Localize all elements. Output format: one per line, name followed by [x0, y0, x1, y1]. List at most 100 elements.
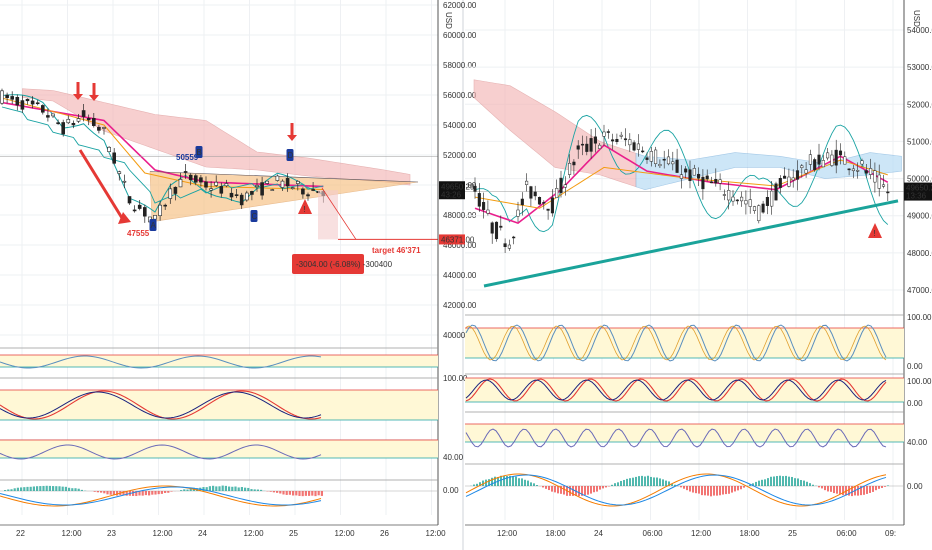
macd-bar [878, 486, 880, 489]
low-label: 47555 [127, 229, 150, 238]
candle-body [122, 180, 127, 183]
candle-body [81, 110, 86, 117]
macd-bar [557, 486, 559, 494]
time-tick: 12:00 [244, 529, 265, 538]
candle-body [851, 168, 855, 172]
time-tick: 06:00 [837, 529, 858, 538]
macd-bar [737, 486, 739, 491]
macd-bar [728, 486, 730, 494]
macd-bar [218, 486, 221, 491]
macd-bar [301, 491, 304, 497]
macd-bar [282, 491, 285, 495]
wave-point-marker [195, 146, 203, 158]
macd-bar [743, 486, 745, 488]
candle-body [285, 178, 290, 187]
candle-body [778, 178, 782, 188]
candle-body [787, 176, 791, 187]
macd-line [0, 485, 322, 507]
price-tick: 47000.00 [907, 286, 932, 295]
macd-bar [298, 491, 301, 496]
macd-bar [135, 491, 138, 497]
macd-bar [157, 491, 160, 495]
candle-body [163, 204, 167, 207]
macd-bar [180, 490, 183, 491]
macd-bar [148, 491, 151, 496]
macd-bar [659, 478, 661, 486]
candle-body [30, 100, 35, 105]
macd-bar [208, 486, 211, 491]
macd-bar [656, 477, 658, 486]
candle-body [245, 192, 249, 201]
macd-bar [806, 481, 808, 486]
time-tick: 18:00 [546, 529, 567, 538]
candle-body [847, 168, 851, 171]
macd-bar [482, 480, 484, 486]
candle-body [856, 170, 860, 172]
macd-bar [638, 476, 640, 486]
candle-body [76, 118, 81, 122]
macd-bar [668, 481, 670, 486]
price-tick: 50000.00 [907, 175, 932, 184]
macd-bar [212, 485, 215, 491]
price-tick: 52000.00 [907, 100, 932, 109]
last-price-time: 43:26 [441, 190, 462, 199]
macd-bar [719, 486, 721, 496]
macd-bar [866, 486, 868, 494]
price-tick: 53000.00 [907, 63, 932, 72]
macd-bar [503, 475, 505, 486]
stoch-line-2 [465, 325, 887, 361]
macd-bar [710, 486, 712, 497]
macd-bar [247, 487, 250, 491]
macd-bar [256, 489, 259, 491]
candle-body [632, 142, 636, 151]
macd-bar [758, 480, 760, 486]
candle-body [757, 205, 761, 222]
macd-bar [215, 486, 218, 491]
macd-bar [52, 486, 55, 491]
macd-bar [551, 486, 553, 492]
macd-bar [578, 486, 580, 497]
candle-body [486, 209, 490, 214]
candle-body [229, 192, 234, 198]
candle-body [265, 180, 270, 184]
macd-bar [183, 489, 186, 491]
macd-bar [803, 480, 805, 486]
macd-bar [686, 486, 688, 491]
candle-body [503, 243, 507, 247]
macd-bar [875, 486, 877, 491]
candle-body [127, 196, 132, 204]
macd-bar [755, 481, 757, 486]
macd-bar [770, 476, 772, 486]
candle-body [611, 139, 615, 142]
macd-bar [620, 480, 622, 486]
macd-bar [632, 477, 634, 486]
right-time-axis: 12:00 18:00 24 06:00 12:00 18:00 25 06:00 09: [465, 524, 904, 538]
macd-bar [122, 491, 125, 496]
macd-bar [881, 486, 883, 488]
candle-body [499, 225, 503, 228]
candle-body [132, 209, 137, 212]
candle-body [783, 175, 787, 179]
macd-bar [857, 486, 859, 496]
macd-bar [77, 488, 80, 491]
macd-bar [509, 475, 511, 486]
candle-body [679, 174, 683, 179]
stoch-k [465, 378, 887, 402]
macd-bar [533, 483, 535, 486]
candle-body [295, 181, 300, 184]
candle-body [649, 151, 653, 162]
candle-body [804, 169, 808, 174]
macd-bar [112, 491, 115, 495]
target-price-tag [439, 234, 465, 245]
candle-body [546, 208, 550, 211]
macd-bar [560, 486, 562, 494]
macd-bar [154, 491, 157, 495]
left-time-axis: 22 12:00 23 12:00 24 12:00 25 12:00 26 12:00 [0, 524, 446, 538]
candle-body [795, 170, 800, 180]
macd-bar [186, 489, 189, 491]
macd-bar [132, 491, 135, 496]
candle-body [791, 177, 795, 181]
time-tick: 12:00 [335, 529, 356, 538]
